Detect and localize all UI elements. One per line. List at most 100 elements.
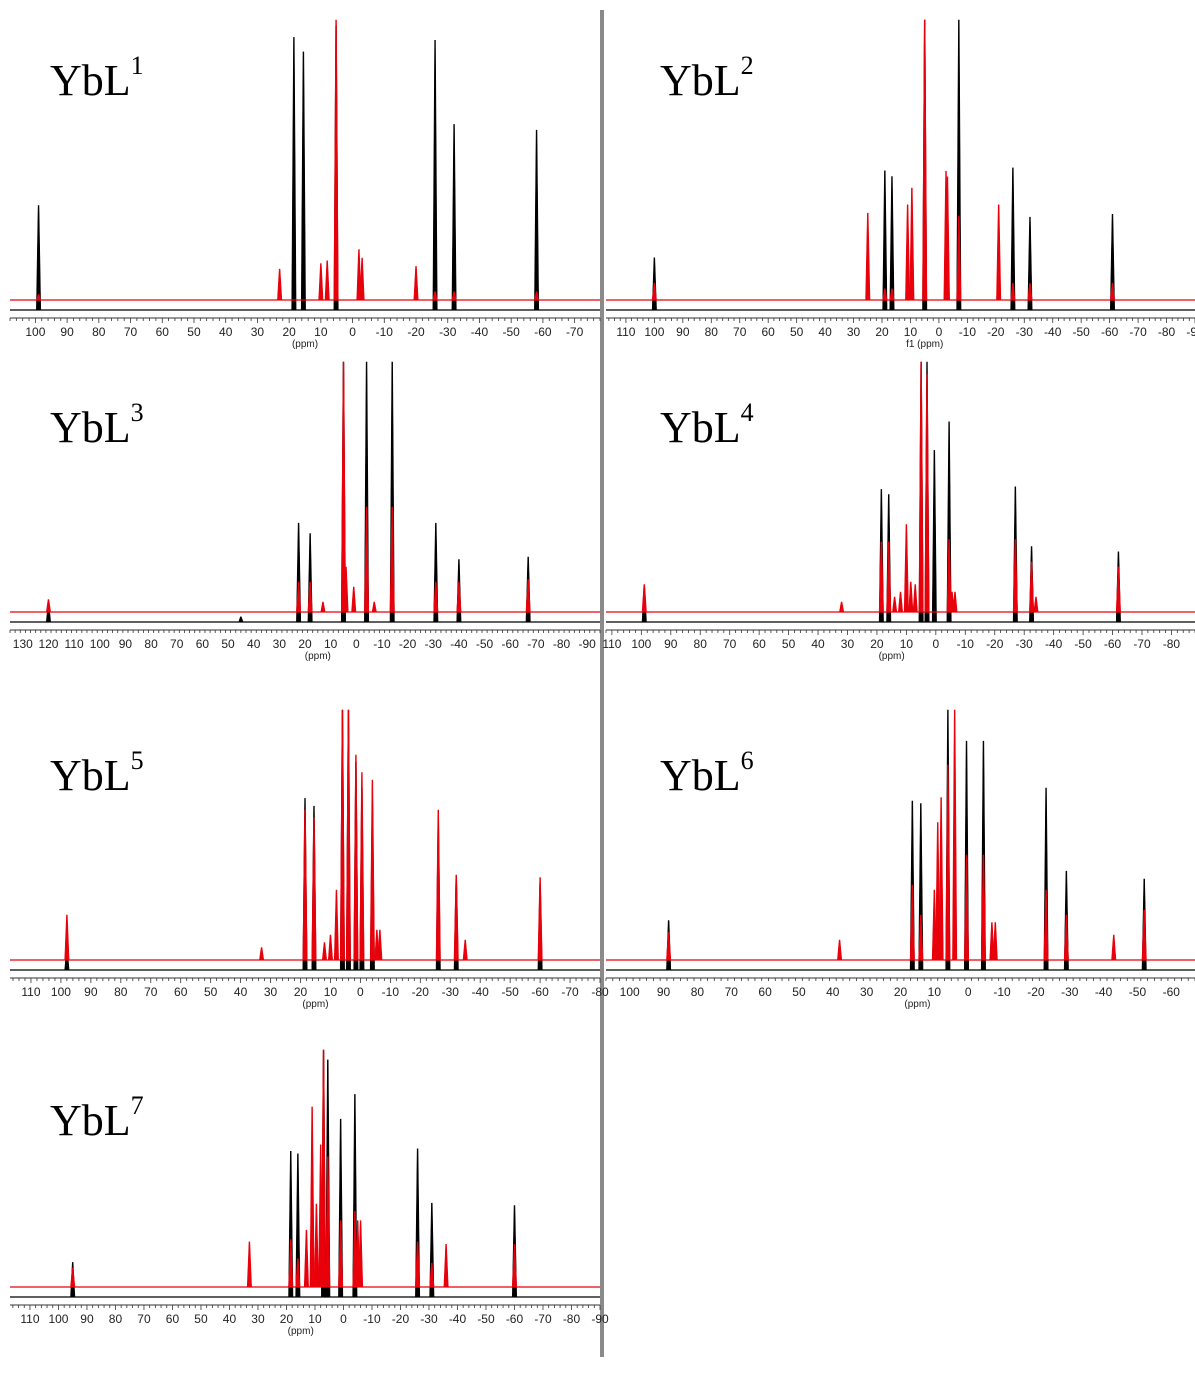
spectrum-peak (451, 124, 457, 311)
x-axis-label: (ppm) (879, 651, 905, 662)
x-tick-label: 20 (298, 637, 312, 651)
x-tick-label: 20 (894, 985, 908, 999)
x-tick-label: 40 (826, 985, 840, 999)
panel-title: YbL3 (50, 398, 144, 453)
spectrum-peak (300, 51, 306, 311)
x-tick-label: -50 (476, 637, 494, 651)
panel-title-text: YbL (660, 403, 741, 452)
x-tick-label: 0 (357, 985, 364, 999)
spectrum-peak (338, 1220, 344, 1288)
x-tick-label: 100 (620, 985, 640, 999)
spectrum-peak (432, 40, 438, 311)
spectrum-peak (964, 854, 970, 961)
spectrum-peak (980, 854, 986, 961)
x-tick-label: 60 (166, 1312, 180, 1326)
spectrum-peak (1141, 909, 1147, 961)
x-tick-label: -30 (442, 985, 460, 999)
x-tick-label: 110 (616, 325, 635, 339)
spectrum-peak (309, 1106, 315, 1288)
x-tick-label: 50 (792, 985, 806, 999)
spectrum-peak (377, 929, 383, 961)
spectrum-red (10, 709, 600, 961)
x-tick-label: 90 (80, 1312, 94, 1326)
x-tick-label: 0 (349, 325, 356, 339)
x-tick-label: -10 (993, 985, 1011, 999)
spectrum-peak (324, 260, 330, 301)
spectrum-peak (908, 581, 914, 613)
panel-title-superscript: 6 (740, 746, 754, 775)
panel-title-text: YbL (50, 751, 131, 800)
spectrum-peak (359, 772, 365, 961)
x-tick-label: 100 (48, 1312, 68, 1326)
x-tick-label: 30 (273, 637, 287, 651)
spectrum-peak (364, 506, 370, 613)
spectrum-peak (992, 922, 998, 961)
x-tick-label: 40 (247, 637, 261, 651)
x-tick-label: 110 (602, 637, 621, 651)
spectrum-peak (339, 709, 345, 961)
x-tick-label: 20 (870, 637, 884, 651)
x-tick-label: 40 (234, 985, 248, 999)
x-tick-label: 90 (657, 985, 671, 999)
spectrum-peak (369, 779, 375, 961)
x-tick-label: 90 (84, 985, 98, 999)
x-tick-label: 20 (294, 985, 308, 999)
x-tick-label: -30 (420, 1312, 438, 1326)
spectrum-peak (1027, 216, 1033, 311)
x-axis-label: (ppm) (904, 999, 930, 1010)
spectrum-peak (922, 19, 928, 301)
panel-divider (600, 10, 604, 1357)
x-tick-label: -20 (399, 637, 417, 651)
x-tick-label: 10 (928, 985, 942, 999)
x-tick-label: -50 (501, 985, 519, 999)
spectrum-peak (456, 581, 462, 613)
x-tick-label: -40 (471, 325, 489, 339)
spectrum-peak (1010, 282, 1016, 301)
x-tick-label: 0 (353, 637, 360, 651)
x-tick-label: -30 (439, 325, 457, 339)
x-tick-label: 100 (644, 325, 664, 339)
x-tick-label: 50 (790, 325, 804, 339)
spectrum-peak (358, 1220, 364, 1288)
spectrum-peak (1029, 561, 1035, 613)
spectrum-panel-3: 130 120 110 100 90 80 70 60 50 40 30 20 10 0 -10 -20 -30… (9, 352, 601, 682)
spectrum-peak (938, 797, 944, 961)
spectrum-peak (35, 294, 42, 301)
x-tick-label: -50 (1074, 637, 1092, 651)
x-tick-label: -60 (506, 1312, 524, 1326)
spectrum-peak (931, 450, 937, 623)
spectrum-red (606, 709, 1195, 961)
x-tick-label: 30 (251, 325, 265, 339)
x-tick-label: -10 (957, 637, 975, 651)
spectrum-black (606, 709, 1195, 971)
panel-title: YbL7 (50, 1091, 144, 1146)
x-axis-label: (ppm) (305, 651, 331, 662)
x-tick-label: 40 (219, 325, 233, 339)
x-tick-label: -90 (1186, 325, 1195, 339)
x-tick-label: 80 (705, 325, 719, 339)
spectrum-peak (1111, 934, 1117, 961)
x-tick-label: 10 (324, 985, 338, 999)
spectrum-peak (511, 1244, 518, 1288)
spectrum-peak (433, 581, 439, 613)
spectrum-peak (996, 204, 1002, 301)
x-tick-label: 50 (782, 637, 796, 651)
x-tick-label: 70 (733, 325, 747, 339)
x-tick-label: 10 (900, 637, 914, 651)
spectrum-peak (321, 942, 327, 961)
x-tick-label: 20 (875, 325, 889, 339)
spectrum-peak (892, 596, 898, 613)
x-tick-label: 60 (758, 985, 772, 999)
x-tick-label: -50 (1129, 985, 1147, 999)
spectrum-plot: 130 120 110 100 90 80 70 60 50 40 30 20 10 0 -10 -20 -30… (9, 361, 601, 662)
spectrum-peak (909, 187, 915, 301)
spectrum-peak (320, 601, 326, 613)
spectrum-peak (989, 922, 995, 961)
x-tick-label: -10 (363, 1312, 381, 1326)
x-tick-label: 50 (187, 325, 201, 339)
spectrum-peak (935, 822, 941, 961)
spectrum-peak (64, 914, 70, 961)
panel-title-superscript: 7 (130, 1091, 144, 1120)
spectrum-peak (343, 566, 349, 613)
x-tick-label: -40 (450, 637, 468, 651)
